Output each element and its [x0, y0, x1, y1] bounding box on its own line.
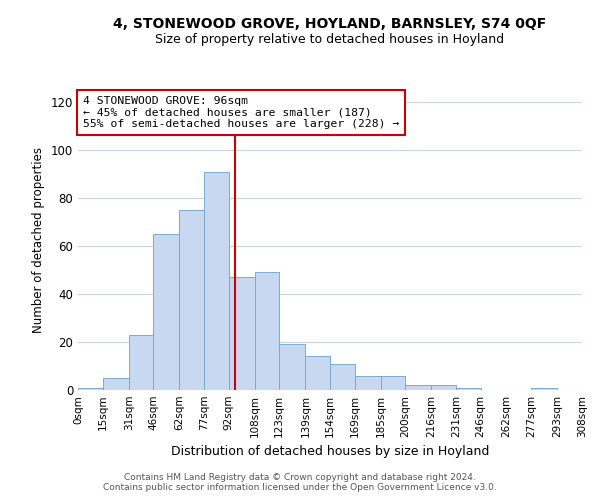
X-axis label: Distribution of detached houses by size in Hoyland: Distribution of detached houses by size …	[171, 446, 489, 458]
Bar	[129, 335, 153, 390]
Bar	[456, 388, 481, 390]
Bar	[78, 388, 103, 390]
Bar	[531, 388, 557, 390]
Text: 4, STONEWOOD GROVE, HOYLAND, BARNSLEY, S74 0QF: 4, STONEWOOD GROVE, HOYLAND, BARNSLEY, S…	[113, 18, 547, 32]
Bar	[305, 356, 330, 390]
Text: Contains HM Land Registry data © Crown copyright and database right 2024.
Contai: Contains HM Land Registry data © Crown c…	[103, 473, 497, 492]
Text: 4 STONEWOOD GROVE: 96sqm
← 45% of detached houses are smaller (187)
55% of semi-: 4 STONEWOOD GROVE: 96sqm ← 45% of detach…	[83, 96, 399, 129]
Y-axis label: Number of detached properties: Number of detached properties	[32, 147, 45, 333]
Bar	[279, 344, 305, 390]
Bar	[255, 272, 279, 390]
Bar	[381, 376, 405, 390]
Bar	[330, 364, 355, 390]
Bar	[355, 376, 381, 390]
Bar	[179, 210, 204, 390]
Bar	[229, 277, 255, 390]
Text: Size of property relative to detached houses in Hoyland: Size of property relative to detached ho…	[155, 32, 505, 46]
Bar	[405, 385, 431, 390]
Bar	[204, 172, 229, 390]
Bar	[103, 378, 129, 390]
Bar	[153, 234, 179, 390]
Bar	[431, 385, 456, 390]
